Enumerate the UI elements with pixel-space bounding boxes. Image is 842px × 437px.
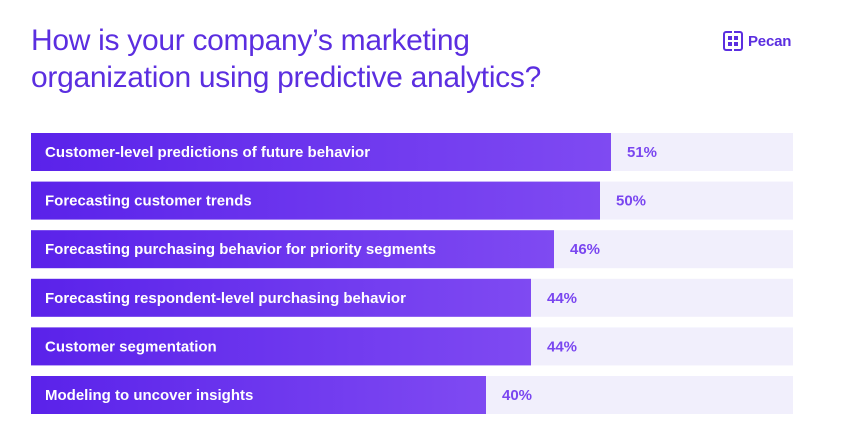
- category-label: Forecasting respondent-level purchasing …: [45, 290, 406, 307]
- bar: [31, 376, 486, 414]
- category-label: Forecasting customer trends: [45, 193, 252, 210]
- value-label: 51%: [627, 144, 657, 161]
- chart-title: How is your company’s marketing organiza…: [31, 24, 541, 94]
- brand-logo: Pecan: [723, 31, 791, 51]
- category-label: Modeling to uncover insights: [45, 387, 253, 404]
- bar: [31, 133, 611, 171]
- value-label: 50%: [616, 193, 646, 210]
- brand-name: Pecan: [748, 32, 792, 50]
- pecan-logo-icon: [723, 31, 743, 51]
- value-label: 44%: [547, 338, 577, 355]
- category-label: Customer-level predictions of future beh…: [45, 144, 370, 161]
- value-label: 44%: [547, 290, 577, 307]
- bar: [31, 278, 531, 317]
- value-label: 40%: [502, 387, 532, 404]
- bar: [31, 181, 600, 220]
- category-label: Customer segmentation: [45, 338, 217, 355]
- value-label: 46%: [570, 241, 600, 258]
- category-label: Forecasting purchasing behavior for prio…: [45, 241, 436, 258]
- bar: [31, 230, 554, 269]
- bar: [31, 327, 531, 366]
